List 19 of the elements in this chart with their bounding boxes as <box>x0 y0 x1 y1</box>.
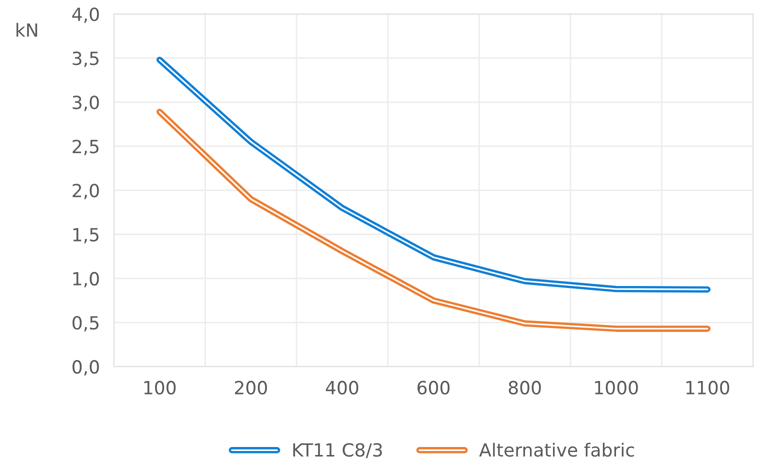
x-tick-label: 400 <box>326 380 358 394</box>
legend-label: KT11 C8/3 <box>293 443 382 458</box>
y-tick-label: 3,0 <box>72 96 99 112</box>
x-tick-label: 1100 <box>686 380 730 394</box>
y-tick-label: 2,0 <box>72 184 99 200</box>
y-tick-label: 0,0 <box>72 360 99 376</box>
x-tick-label: 800 <box>508 380 541 394</box>
y-tick-label: 4,0 <box>72 7 99 23</box>
y-tick-label: 0,5 <box>72 316 98 332</box>
legend-label: Alternative fabric <box>479 442 634 457</box>
y-tick-label: 3,5 <box>72 52 98 68</box>
y-tick-label: 1,0 <box>73 272 99 288</box>
x-tick-label: 200 <box>235 380 267 394</box>
x-tick-label: 600 <box>418 380 450 394</box>
y-axis-title: kN <box>16 22 38 37</box>
x-tick-label: 100 <box>144 380 176 394</box>
x-tick-label: 1000 <box>595 380 638 394</box>
y-tick-label: 1,5 <box>73 228 98 244</box>
y-tick-label: 2,5 <box>72 140 98 156</box>
